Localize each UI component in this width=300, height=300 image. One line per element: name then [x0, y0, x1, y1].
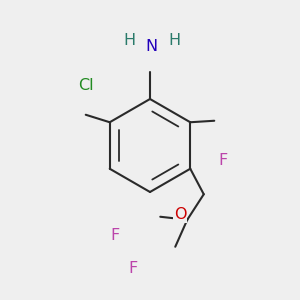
Text: H: H [123, 33, 135, 48]
Text: F: F [219, 153, 228, 168]
Text: H: H [168, 33, 180, 48]
Text: N: N [146, 39, 158, 54]
Text: F: F [111, 228, 120, 243]
Text: F: F [129, 261, 138, 276]
Text: O: O [174, 207, 186, 222]
Text: Cl: Cl [78, 78, 93, 93]
